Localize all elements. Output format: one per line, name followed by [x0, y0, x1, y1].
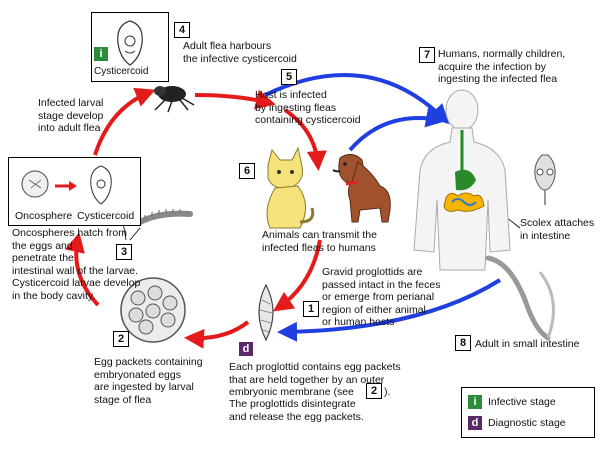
egg-packet-ref-number: 2 — [366, 383, 382, 399]
egg-packet-illustration — [120, 277, 186, 343]
human-body-illustration — [413, 89, 511, 271]
step-4-number: 4 — [174, 22, 190, 38]
oncosphere-box: Oncosphere Cysticercoid — [8, 157, 141, 226]
adult-tapeworm-illustration — [485, 255, 555, 341]
arrow-human-to-proglottid — [277, 278, 502, 342]
step-2-number: 2 — [113, 331, 129, 347]
step-6-number: 6 — [239, 163, 255, 179]
cat-illustration — [266, 146, 315, 229]
arrow-animals-to-human — [348, 107, 446, 152]
arrow-eggs-to-larva — [65, 232, 100, 307]
dog-illustration — [332, 154, 391, 223]
oncosphere-to-cysticercoid-icon — [21, 165, 112, 205]
step-4-text: Adult flea harbours the infective cystic… — [183, 40, 297, 65]
cysticercoid-label-2: Cysticercoid — [77, 210, 135, 222]
arrow-larva-to-flea — [93, 87, 156, 156]
legend-infective-label: Infective stage — [488, 396, 556, 408]
scolex-text: Scolex attaches in intestine — [520, 217, 595, 242]
egg-packet-text: Each proglottid contains egg packets tha… — [229, 361, 401, 398]
arrow-animals-to-proglottid — [273, 239, 322, 312]
legend-diagnostic-badge: d — [468, 416, 482, 430]
arrow-flea-to-host — [194, 89, 276, 110]
larval-stage-text: Infected larval stage develop into adult… — [38, 97, 104, 134]
legend-infective-badge: i — [468, 395, 482, 409]
step-1-text: Gravid proglottids are passed intact in … — [322, 266, 441, 328]
legend-box: i Infective stage d Diagnostic stage — [461, 387, 595, 438]
step-2-text: Egg packets containing embryonated eggs … — [94, 356, 203, 406]
cysticercoid-label: Cysticercoid — [94, 66, 149, 77]
step-5-text: Host is infected by ingesting fleas cont… — [255, 89, 361, 126]
step-1-number: 1 — [303, 301, 319, 317]
step-7-number: 7 — [419, 47, 435, 63]
step-7-text: Humans, normally children, acquire the i… — [438, 48, 566, 85]
step-8-text: Adult in small intestine — [475, 338, 580, 350]
oncosphere-label: Oncosphere — [15, 210, 73, 222]
step-5-number: 5 — [281, 69, 297, 85]
arrow-proglottid-to-eggs — [184, 320, 250, 349]
cysticercoid-icon — [117, 20, 143, 66]
adult-flea-illustration — [154, 86, 195, 113]
infective-stage-badge: i — [94, 47, 108, 61]
flea-larva-illustration — [137, 209, 193, 225]
step-8-number: 8 — [455, 335, 471, 351]
legend-diagnostic-label: Diagnostic stage — [488, 417, 566, 429]
step-3-number: 3 — [116, 244, 132, 260]
proglottid-illustration — [258, 283, 274, 342]
cysticercoid-box-step4: i Cysticercoid — [91, 12, 169, 82]
egg-packet-close: ). — [384, 386, 391, 398]
scolex-illustration — [534, 154, 556, 191]
arrow-host-to-animals — [283, 108, 327, 171]
step-3-text: Oncospheres hatch from the eggs and pene… — [12, 227, 141, 302]
step-6-text: Animals can transmit the infected fleas … — [262, 229, 377, 254]
egg-packet-text-2: The proglottids disintegrate and release… — [229, 398, 364, 423]
diagnostic-stage-badge: d — [239, 342, 253, 356]
